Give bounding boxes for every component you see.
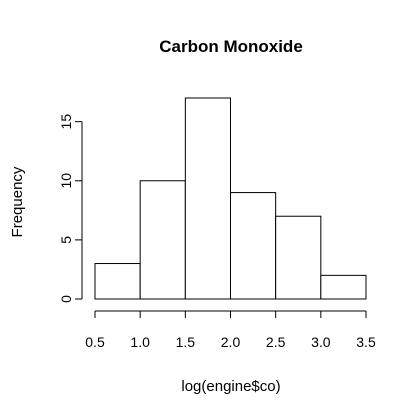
x-tick-label-2: 1.5 <box>176 334 196 350</box>
y-axis: 0 5 10 15 <box>58 114 83 303</box>
histogram-bar-4 <box>275 215 322 300</box>
y-tick-label-2: 10 <box>58 173 74 189</box>
x-tick-label-5: 3.0 <box>311 334 331 350</box>
histogram-bar-2 <box>184 97 231 300</box>
histogram-bar-5 <box>320 274 367 300</box>
x-tick-label-4: 2.5 <box>266 334 286 350</box>
histogram-bar-1 <box>139 180 186 300</box>
chart-title: Carbon Monoxide <box>159 37 303 56</box>
histogram-bar-3 <box>230 192 277 300</box>
y-tick-label-1: 5 <box>58 236 74 244</box>
x-tick-label-0: 0.5 <box>85 334 105 350</box>
x-tick-label-3: 2.0 <box>221 334 241 350</box>
histogram-bars <box>94 97 367 300</box>
x-tick-label-1: 1.0 <box>130 334 150 350</box>
x-axis-label: log(engine$co) <box>181 378 280 395</box>
y-axis-label: Frequency <box>9 166 26 237</box>
y-tick-label-0: 0 <box>58 295 74 303</box>
y-tick-label-3: 15 <box>58 114 74 130</box>
x-tick-label-6: 3.5 <box>356 334 376 350</box>
histogram-bar-0 <box>94 263 141 300</box>
x-axis: 0.5 1.0 1.5 2.0 2.5 3.0 3.5 <box>85 310 376 350</box>
